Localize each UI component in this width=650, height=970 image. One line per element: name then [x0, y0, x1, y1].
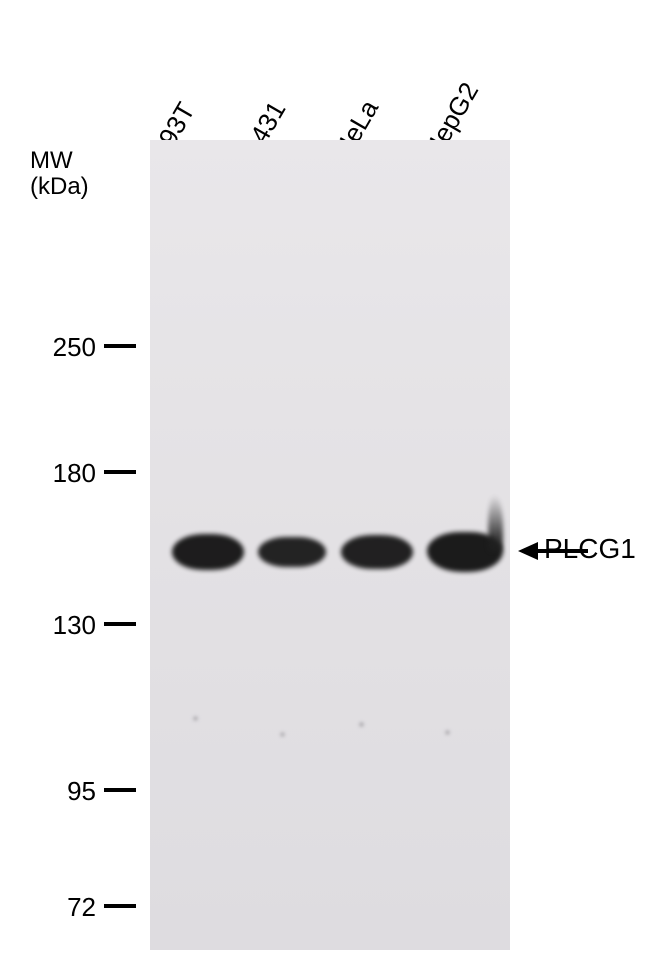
mw-tick-95: 95	[36, 776, 96, 807]
membrane-artifact-dot	[280, 732, 285, 737]
membrane-artifact-dot	[445, 730, 450, 735]
protein-label: PLCG1	[544, 533, 636, 565]
protein-arrow-head-icon	[518, 542, 538, 560]
mw-tick-line-130	[104, 622, 136, 626]
mw-tick-130: 130	[36, 610, 96, 641]
mw-header-line1: MW	[30, 147, 73, 174]
mw-tick-line-72	[104, 904, 136, 908]
band-lane-2	[258, 537, 326, 567]
mw-tick-line-180	[104, 470, 136, 474]
mw-tick-72: 72	[36, 892, 96, 923]
band-lane-4-smear	[488, 495, 502, 551]
band-lane-1	[172, 534, 244, 570]
mw-header: MW (kDa)	[30, 148, 89, 201]
membrane-artifact-dot	[193, 716, 198, 721]
membrane-artifact-dot	[359, 722, 364, 727]
mw-tick-180: 180	[36, 458, 96, 489]
mw-header-line2: (kDa)	[30, 173, 89, 200]
mw-tick-line-250	[104, 344, 136, 348]
mw-tick-250: 250	[36, 332, 96, 363]
band-lane-3	[341, 535, 413, 569]
western-blot-membrane	[150, 140, 510, 950]
mw-tick-line-95	[104, 788, 136, 792]
